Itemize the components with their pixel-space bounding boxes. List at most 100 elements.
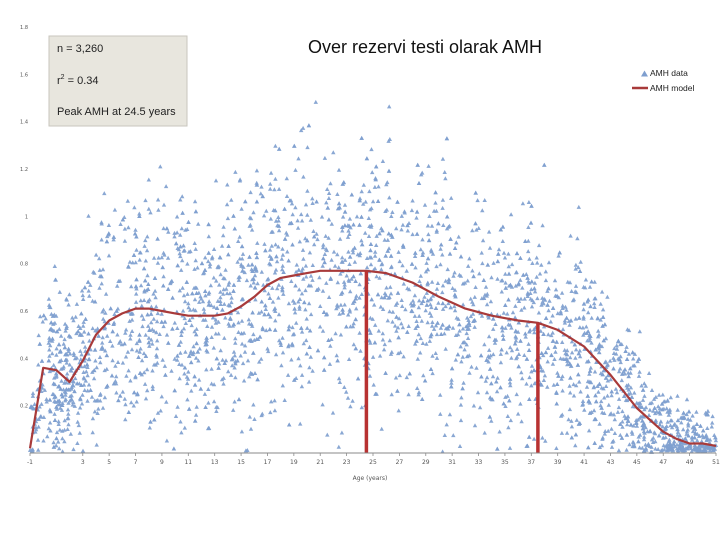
data-point	[263, 248, 268, 253]
data-point	[508, 212, 514, 217]
data-point	[424, 302, 430, 307]
data-point	[254, 250, 259, 255]
data-point	[280, 246, 285, 251]
x-tick-label: 11	[184, 459, 192, 466]
data-point	[213, 331, 218, 336]
data-point	[508, 345, 513, 350]
data-point	[64, 325, 69, 330]
data-point	[273, 352, 279, 357]
data-point	[344, 273, 349, 278]
data-point	[66, 349, 71, 354]
data-point	[560, 327, 566, 332]
data-point	[435, 281, 441, 285]
data-point	[341, 180, 346, 185]
data-point	[53, 399, 58, 404]
data-point	[527, 256, 532, 261]
data-point	[192, 382, 198, 387]
data-point	[287, 422, 292, 427]
data-point	[359, 292, 364, 296]
data-point	[137, 214, 142, 218]
data-point	[177, 376, 182, 381]
data-point	[136, 355, 141, 359]
data-point	[342, 282, 347, 287]
data-point	[428, 302, 433, 307]
data-point	[276, 295, 281, 300]
data-point	[529, 369, 534, 374]
data-point	[133, 284, 139, 289]
data-point	[526, 238, 531, 243]
data-point	[276, 312, 282, 317]
data-point	[254, 180, 259, 185]
data-point	[350, 247, 355, 252]
data-point	[646, 371, 652, 375]
data-point	[299, 212, 304, 217]
data-point	[278, 343, 284, 347]
data-point	[175, 357, 180, 362]
data-point	[177, 288, 182, 293]
data-point	[147, 425, 152, 430]
data-point	[59, 392, 64, 397]
data-point	[489, 381, 494, 386]
data-point	[300, 266, 305, 271]
data-point	[336, 444, 341, 449]
data-point	[524, 323, 530, 328]
data-point	[46, 426, 51, 431]
data-point	[678, 447, 684, 452]
data-point	[57, 398, 62, 403]
data-point	[293, 269, 299, 274]
data-point	[429, 323, 435, 328]
data-point	[600, 307, 606, 312]
data-point	[47, 353, 52, 358]
data-point	[175, 404, 180, 409]
data-point	[294, 262, 299, 267]
data-point	[143, 198, 148, 203]
data-point	[340, 307, 345, 312]
data-point	[37, 341, 42, 346]
data-point	[38, 314, 43, 319]
data-point	[539, 302, 544, 307]
data-point	[294, 320, 299, 325]
data-point	[684, 397, 690, 402]
data-point	[363, 199, 368, 204]
data-point	[331, 150, 336, 155]
data-point	[532, 330, 537, 335]
data-point	[426, 232, 431, 237]
data-point	[498, 227, 503, 232]
data-point	[254, 255, 260, 260]
data-point	[74, 355, 79, 360]
x-tick-label: 43	[607, 459, 615, 466]
data-point	[54, 436, 59, 441]
data-point	[394, 226, 399, 231]
data-point	[182, 371, 187, 376]
data-point	[325, 432, 330, 437]
data-point	[518, 277, 523, 282]
data-point	[554, 446, 559, 450]
data-point	[70, 402, 75, 407]
data-point	[661, 435, 666, 440]
data-point	[370, 199, 376, 204]
data-point	[477, 271, 482, 276]
data-point	[457, 444, 463, 448]
data-point	[141, 351, 147, 356]
data-point	[550, 338, 555, 343]
data-point	[252, 417, 257, 421]
data-point	[682, 448, 688, 453]
data-point	[320, 288, 326, 293]
data-point	[552, 344, 558, 349]
data-point	[409, 261, 415, 266]
data-point	[100, 340, 105, 345]
data-point	[492, 337, 497, 342]
data-point	[174, 241, 179, 246]
data-point	[248, 337, 254, 342]
data-point	[200, 299, 206, 304]
data-point	[425, 280, 430, 285]
data-point	[408, 301, 414, 306]
data-point	[474, 365, 479, 370]
data-point	[665, 409, 670, 414]
data-point	[597, 350, 602, 355]
data-point	[270, 299, 276, 304]
data-point	[336, 167, 342, 172]
data-point	[184, 279, 189, 284]
data-point	[272, 187, 277, 192]
data-point	[33, 425, 39, 430]
